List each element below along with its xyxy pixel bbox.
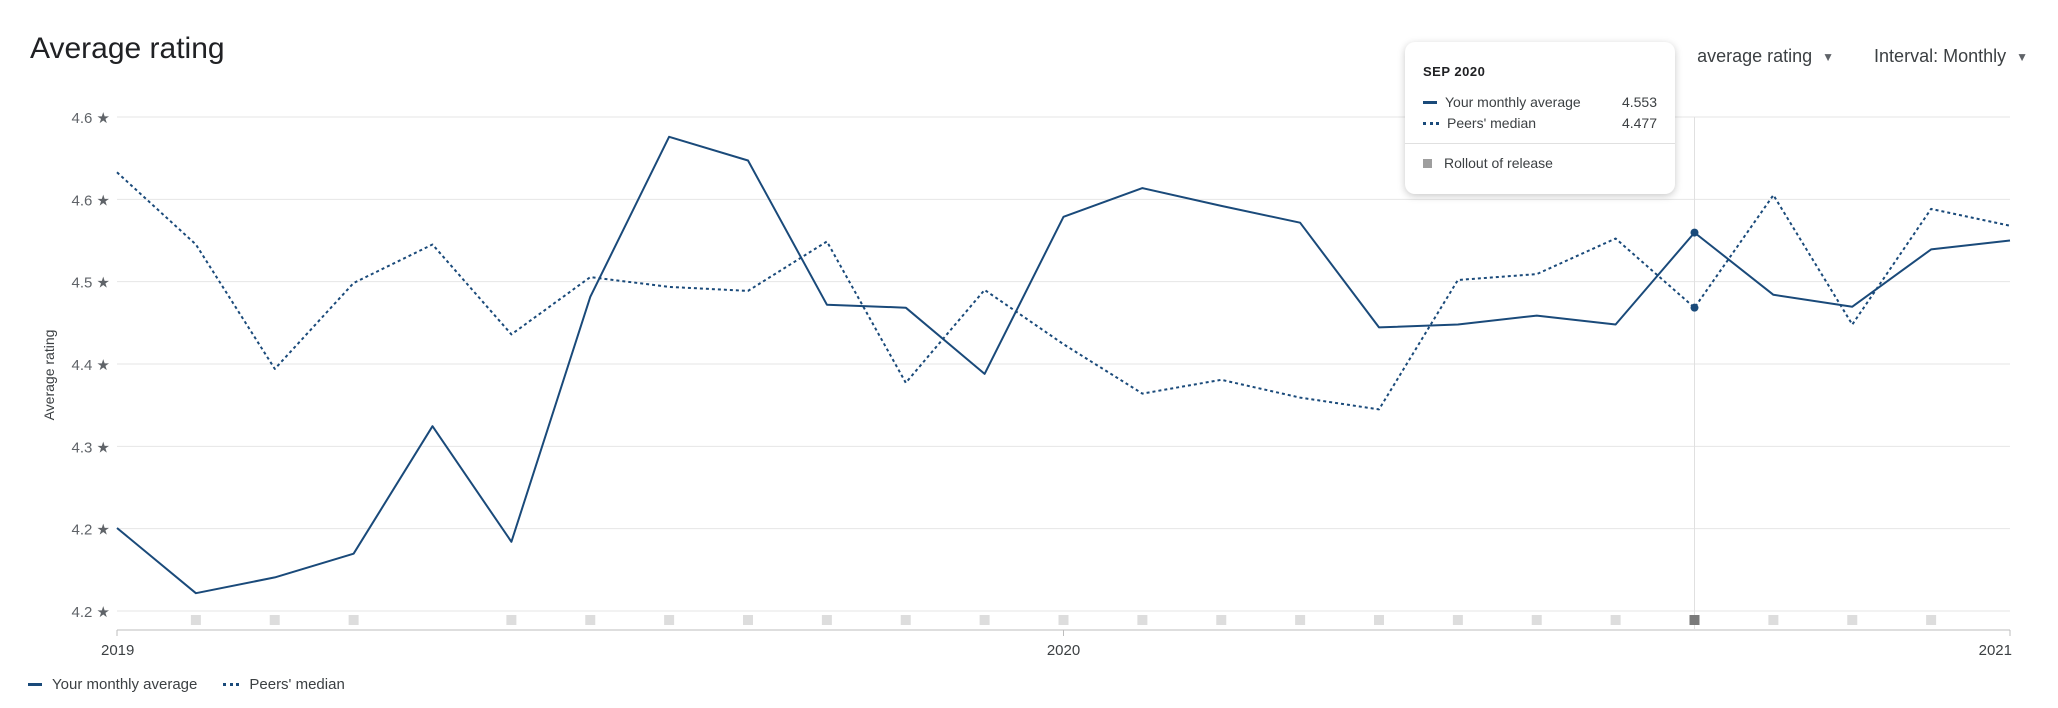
release-marker[interactable] [1847, 615, 1858, 625]
solid-line-icon [1423, 100, 1437, 104]
release-marker[interactable] [664, 615, 675, 625]
tooltip-event-label: Rollout of release [1444, 155, 1553, 171]
chevron-down-icon: ▼ [2016, 49, 2028, 64]
release-marker[interactable] [900, 615, 911, 625]
tooltip-row-label: Peers' median [1447, 115, 1537, 131]
page-title: Average rating [30, 32, 225, 65]
tooltip-row-value: 4.477 [1621, 115, 1657, 131]
dotted-line-icon [1423, 121, 1439, 125]
interval-dropdown[interactable]: Interval: Monthly ▼ [1874, 46, 2028, 67]
release-marker[interactable] [1374, 615, 1384, 625]
chart-tooltip: SEP 2020 Your monthly average 4.553 Peer… [1405, 42, 1675, 194]
release-marker[interactable] [743, 615, 753, 625]
release-marker[interactable] [190, 615, 201, 625]
release-marker[interactable] [1926, 615, 1937, 625]
y-tick-label: 4.6 ★ [72, 110, 110, 127]
data-point-peers-median[interactable] [1690, 303, 1699, 312]
tooltip-divider [1405, 143, 1675, 144]
y-tick-label: 4.4 ★ [72, 357, 110, 374]
release-marker[interactable] [1689, 615, 1700, 625]
tooltip-row-your-average: Your monthly average 4.553 [1423, 94, 1657, 110]
release-marker-icon [1423, 158, 1432, 168]
tooltip-month: SEP 2020 [1423, 64, 1486, 79]
legend-label: Peers' median [249, 676, 345, 693]
release-marker[interactable] [1610, 615, 1621, 625]
release-marker[interactable] [1216, 615, 1227, 625]
release-marker[interactable] [1137, 615, 1148, 625]
tooltip-event-row: Rollout of release [1423, 155, 1657, 171]
y-tick-label: 4.6 ★ [72, 192, 110, 209]
release-marker[interactable] [821, 615, 832, 625]
y-tick-label: 4.2 ★ [72, 604, 110, 621]
legend-item-peers-median[interactable]: Peers' median [223, 676, 345, 693]
y-axis-label: Average rating [41, 330, 57, 421]
release-marker[interactable] [1058, 615, 1069, 625]
x-tick-label: 2020 [1047, 642, 1080, 659]
tooltip-row-peers-median: Peers' median 4.477 [1423, 115, 1657, 131]
solid-line-icon [28, 683, 42, 686]
metric-dropdown-label: average rating [1697, 46, 1813, 66]
chart-controls: average rating ▼ Interval: Monthly ▼ [1697, 46, 2028, 67]
series-line-your-monthly-average [116, 135, 2011, 595]
tooltip-row-value: 4.553 [1621, 94, 1657, 110]
x-tick-label: 2021 [1979, 642, 2012, 659]
legend-label: Your monthly average [52, 676, 198, 693]
release-marker[interactable] [1531, 615, 1542, 625]
release-marker[interactable] [1452, 615, 1463, 625]
release-marker[interactable] [585, 615, 596, 625]
legend-item-your-average[interactable]: Your monthly average [28, 676, 197, 693]
y-tick-label: 4.2 ★ [72, 522, 110, 539]
dotted-line-icon [223, 683, 240, 686]
data-point-your-average[interactable] [1690, 228, 1699, 237]
x-tick-label: 2019 [101, 642, 134, 659]
series-line-peers-median [116, 171, 2011, 411]
chevron-down-icon: ▼ [1822, 49, 1835, 64]
release-marker[interactable] [269, 615, 280, 625]
y-tick-label: 4.3 ★ [72, 439, 110, 456]
chart-legend: Your monthly average Peers' median [28, 676, 345, 693]
y-tick-label: 4.5 ★ [72, 275, 110, 292]
interval-dropdown-label: Interval: Monthly [1874, 46, 2007, 66]
release-marker[interactable] [348, 615, 359, 625]
tooltip-row-label: Your monthly average [1445, 94, 1581, 110]
metric-dropdown[interactable]: average rating ▼ [1697, 46, 1834, 67]
release-marker[interactable] [1295, 615, 1306, 625]
release-marker[interactable] [1768, 615, 1779, 625]
release-marker[interactable] [506, 615, 517, 625]
release-marker[interactable] [979, 615, 990, 625]
